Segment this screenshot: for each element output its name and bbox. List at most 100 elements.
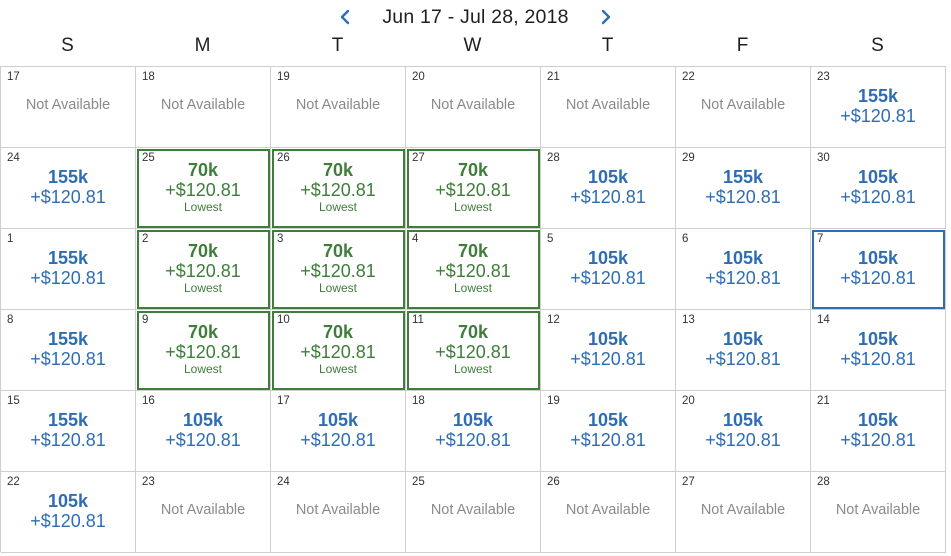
- lowest-fare-label: Lowest: [453, 281, 493, 295]
- calendar-day-cell[interactable]: 21 Not Available: [541, 67, 676, 148]
- calendar-day-cell[interactable]: 2 70k +$120.81 Lowest: [136, 229, 271, 310]
- taxes-fees: +$120.81: [30, 349, 106, 369]
- calendar-day-cell[interactable]: 26 Not Available: [541, 472, 676, 553]
- day-number: 27: [412, 152, 425, 164]
- calendar-day-cell[interactable]: 13 105k +$120.81: [676, 310, 811, 391]
- miles-price: 105k: [722, 248, 764, 268]
- calendar-day-cell[interactable]: 10 70k +$120.81 Lowest: [271, 310, 406, 391]
- day-fare: Not Available: [676, 502, 810, 518]
- not-available-label: Not Available: [565, 502, 651, 518]
- calendar-day-cell[interactable]: 17 Not Available: [1, 67, 136, 148]
- taxes-fees: +$120.81: [435, 430, 511, 450]
- calendar-day-cell[interactable]: 21 105k +$120.81: [811, 391, 946, 472]
- calendar-day-cell[interactable]: 30 105k +$120.81: [811, 148, 946, 229]
- day-number: 23: [817, 71, 830, 83]
- miles-price: 70k: [457, 241, 489, 261]
- calendar-day-cell[interactable]: 1 155k +$120.81: [1, 229, 136, 310]
- taxes-fees: +$120.81: [30, 511, 106, 531]
- not-available-label: Not Available: [160, 97, 246, 113]
- day-number: 18: [142, 71, 155, 83]
- calendar-day-cell[interactable]: 8 155k +$120.81: [1, 310, 136, 391]
- taxes-fees: +$120.81: [165, 430, 241, 450]
- calendar-day-cell[interactable]: 23 Not Available: [136, 472, 271, 553]
- day-number: 10: [277, 314, 290, 326]
- day-fare: 105k +$120.81: [541, 410, 675, 450]
- calendar-day-cell[interactable]: 28 105k +$120.81: [541, 148, 676, 229]
- not-available-label: Not Available: [295, 502, 381, 518]
- day-fare: 70k +$120.81 Lowest: [136, 322, 270, 376]
- day-number: 28: [817, 476, 830, 488]
- lowest-fare-label: Lowest: [318, 362, 358, 376]
- date-range-title: Jun 17 - Jul 28, 2018: [382, 5, 569, 28]
- next-range-button[interactable]: [593, 4, 619, 30]
- day-fare: 105k +$120.81: [676, 248, 810, 288]
- day-number: 30: [817, 152, 830, 164]
- calendar-day-cell[interactable]: 5 105k +$120.81: [541, 229, 676, 310]
- day-number: 22: [7, 476, 20, 488]
- calendar-day-cell[interactable]: 24 Not Available: [271, 472, 406, 553]
- miles-price: 105k: [47, 491, 89, 511]
- calendar-day-cell[interactable]: 14 105k +$120.81: [811, 310, 946, 391]
- calendar-day-cell[interactable]: 19 Not Available: [271, 67, 406, 148]
- day-fare: Not Available: [676, 97, 810, 113]
- day-fare: 105k +$120.81: [811, 329, 945, 369]
- day-fare: 105k +$120.81: [541, 248, 675, 288]
- calendar-day-cell[interactable]: 18 Not Available: [136, 67, 271, 148]
- day-fare: 70k +$120.81 Lowest: [271, 322, 405, 376]
- calendar-day-cell[interactable]: 23 155k +$120.81: [811, 67, 946, 148]
- miles-price: 70k: [187, 241, 219, 261]
- weekday-label: W: [463, 35, 482, 56]
- calendar-day-cell[interactable]: 16 105k +$120.81: [136, 391, 271, 472]
- calendar-day-cell[interactable]: 4 70k +$120.81 Lowest: [406, 229, 541, 310]
- calendar-day-cell[interactable]: 26 70k +$120.81 Lowest: [271, 148, 406, 229]
- miles-price: 105k: [587, 248, 629, 268]
- day-fare: 155k +$120.81: [676, 167, 810, 207]
- calendar-day-cell[interactable]: 18 105k +$120.81: [406, 391, 541, 472]
- chevron-left-icon: [341, 9, 350, 25]
- taxes-fees: +$120.81: [840, 187, 916, 207]
- miles-price: 70k: [187, 160, 219, 180]
- calendar-day-cell[interactable]: 9 70k +$120.81 Lowest: [136, 310, 271, 391]
- not-available-label: Not Available: [160, 502, 246, 518]
- calendar-day-cell[interactable]: 12 105k +$120.81: [541, 310, 676, 391]
- calendar-day-cell[interactable]: 7 105k +$120.81: [811, 229, 946, 310]
- lowest-fare-label: Lowest: [318, 281, 358, 295]
- calendar-day-cell[interactable]: 17 105k +$120.81: [271, 391, 406, 472]
- calendar-day-cell[interactable]: 28 Not Available: [811, 472, 946, 553]
- calendar-day-cell[interactable]: 27 70k +$120.81 Lowest: [406, 148, 541, 229]
- day-fare: Not Available: [541, 502, 675, 518]
- calendar-day-cell[interactable]: 25 70k +$120.81 Lowest: [136, 148, 271, 229]
- calendar-day-cell[interactable]: 22 Not Available: [676, 67, 811, 148]
- taxes-fees: +$120.81: [165, 342, 241, 362]
- miles-price: 105k: [587, 329, 629, 349]
- not-available-label: Not Available: [430, 502, 516, 518]
- calendar-day-cell[interactable]: 27 Not Available: [676, 472, 811, 553]
- taxes-fees: +$120.81: [300, 342, 376, 362]
- calendar-day-cell[interactable]: 20 Not Available: [406, 67, 541, 148]
- day-fare: 70k +$120.81 Lowest: [271, 160, 405, 214]
- calendar-day-cell[interactable]: 15 155k +$120.81: [1, 391, 136, 472]
- calendar-day-cell[interactable]: 20 105k +$120.81: [676, 391, 811, 472]
- calendar-day-cell[interactable]: 22 105k +$120.81: [1, 472, 136, 553]
- day-fare: Not Available: [811, 502, 945, 518]
- day-fare: 105k +$120.81: [811, 410, 945, 450]
- lowest-fare-label: Lowest: [183, 200, 223, 214]
- calendar-day-cell[interactable]: 11 70k +$120.81 Lowest: [406, 310, 541, 391]
- calendar-day-cell[interactable]: 25 Not Available: [406, 472, 541, 553]
- day-number: 25: [142, 152, 155, 164]
- day-fare: Not Available: [1, 97, 135, 113]
- day-number: 9: [142, 314, 149, 326]
- miles-price: 155k: [47, 329, 89, 349]
- miles-price: 155k: [47, 167, 89, 187]
- calendar-day-cell[interactable]: 3 70k +$120.81 Lowest: [271, 229, 406, 310]
- calendar-day-cell[interactable]: 19 105k +$120.81: [541, 391, 676, 472]
- day-number: 5: [547, 233, 554, 245]
- calendar-day-cell[interactable]: 6 105k +$120.81: [676, 229, 811, 310]
- not-available-label: Not Available: [565, 97, 651, 113]
- calendar-day-cell[interactable]: 24 155k +$120.81: [1, 148, 136, 229]
- day-number: 15: [7, 395, 20, 407]
- taxes-fees: +$120.81: [300, 430, 376, 450]
- calendar-day-cell[interactable]: 29 155k +$120.81: [676, 148, 811, 229]
- prev-range-button[interactable]: [332, 4, 358, 30]
- taxes-fees: +$120.81: [570, 187, 646, 207]
